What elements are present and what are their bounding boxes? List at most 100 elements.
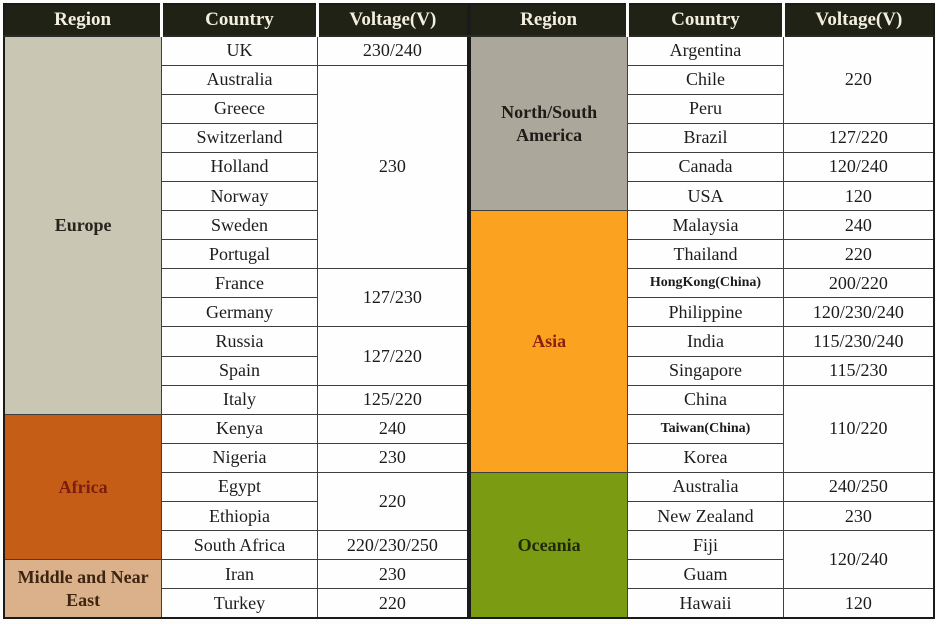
country-cell-portugal: Portugal [161, 239, 318, 270]
voltage-cell-hawaii: 120 [782, 588, 935, 619]
voltage-cell-india: 115/230/240 [782, 326, 935, 357]
country-cell-usa: USA [627, 180, 784, 212]
country-cell-spain: Spain [161, 355, 318, 386]
voltage-cell-australia: 240/250 [782, 471, 935, 503]
country-cell-brazil: Brazil [627, 122, 784, 153]
country-cell-nigeria: Nigeria [161, 442, 318, 473]
voltage-table-left: Region Country Voltage(V) Europe UK 230/240 Au… [3, 3, 469, 619]
table-row: Germany [4, 297, 468, 328]
country-cell-ethiopia: Ethiopia [161, 500, 318, 532]
table-row: Peru [470, 93, 934, 124]
voltage-cell-kenya: 240 [316, 413, 469, 444]
table-row: Taiwan(China) [470, 413, 934, 444]
region-cell-north-south-america: North/South America [469, 35, 629, 212]
country-cell-turkey: Turkey [161, 588, 318, 619]
table-row: North/South America Argentina 220 [469, 35, 935, 212]
voltage-cell-china: 110/220 [782, 384, 935, 473]
country-cell-france: France [161, 268, 318, 299]
table-row: Holland [4, 151, 468, 182]
table-row: Thailand 220 [470, 239, 935, 270]
voltage-cell-canada: 120/240 [782, 151, 935, 182]
table-row: Middle and Near East Iran 230 [3, 559, 469, 619]
column-header-voltage-v-right: Voltage(V) [781, 3, 935, 37]
table-row: India 115/230/240 [470, 326, 935, 357]
table-row: Ethiopia [4, 500, 468, 532]
column-header-voltage-v-left: Voltage(V) [315, 3, 469, 37]
country-cell-russia: Russia [161, 326, 318, 357]
table-row: Chile [470, 64, 934, 95]
country-cell-peru: Peru [627, 93, 784, 124]
voltage-cell-iran: 230 [316, 559, 469, 590]
table-row: Spain [4, 355, 468, 386]
voltage-cell-argentina: 220 [782, 35, 935, 124]
voltage-cell-france: 127/230 [316, 268, 469, 328]
country-cell-new-zealand: New Zealand [627, 500, 784, 532]
country-cell-australia: Australia [627, 471, 784, 503]
voltage-cell-turkey: 220 [316, 588, 469, 619]
voltage-cell-uk: 230/240 [316, 35, 469, 66]
table-row: Sweden [4, 210, 468, 241]
voltage-cell-malaysia: 240 [782, 210, 935, 241]
table-row: France 127/230 [4, 268, 469, 328]
table-row: Italy 125/220 [4, 384, 469, 415]
table-row: China 110/220 [470, 384, 935, 473]
table-row: South Africa 220/230/250 [4, 530, 469, 561]
country-cell-italy: Italy [161, 384, 318, 415]
country-cell-switzerland: Switzerland [161, 122, 318, 153]
table-row: Oceania Australia 240/250 [469, 471, 935, 619]
country-cell-hongkong-china: HongKong(China) [627, 268, 784, 299]
country-cell-kenya: Kenya [161, 413, 318, 444]
country-cell-singapore: Singapore [627, 355, 784, 386]
voltage-cell-thailand: 220 [782, 239, 935, 270]
voltage-cell-russia: 127/220 [316, 326, 469, 386]
country-cell-thailand: Thailand [627, 239, 784, 270]
voltage-cell-usa: 120 [782, 180, 935, 212]
column-header-region-right: Region [469, 3, 630, 37]
country-cell-guam: Guam [627, 559, 784, 590]
voltage-cell-south-africa: 220/230/250 [316, 530, 469, 561]
country-cell-china: China [627, 384, 784, 415]
table-row: Canada 120/240 [470, 151, 935, 182]
column-header-country-right: Country [626, 3, 785, 37]
voltage-table-right: Region Country Voltage(V) North/South Ameri… [469, 3, 935, 619]
country-cell-holland: Holland [161, 151, 318, 182]
country-cell-korea: Korea [627, 442, 784, 473]
country-cell-norway: Norway [161, 180, 318, 212]
country-cell-chile: Chile [627, 64, 784, 95]
voltage-cell-egypt: 220 [316, 471, 469, 532]
table-row: Guam [470, 559, 934, 590]
table-row: Egypt 220 [4, 471, 469, 532]
voltage-cell-australia: 230 [316, 64, 469, 270]
table-row: Hawaii 120 [470, 588, 935, 619]
voltage-cell-new-zealand: 230 [782, 500, 935, 532]
country-cell-fiji: Fiji [627, 530, 784, 561]
table-row: Russia 127/220 [4, 326, 469, 386]
table-row: New Zealand 230 [470, 500, 935, 532]
voltage-cell-fiji: 120/240 [782, 530, 935, 590]
table-row: Asia Malaysia 240 [469, 210, 935, 473]
country-cell-canada: Canada [627, 151, 784, 182]
voltage-cell-philippine: 120/230/240 [782, 297, 935, 328]
region-cell-africa: Africa [3, 413, 163, 561]
column-header-region-left: Region [3, 3, 164, 37]
table-row: Africa Kenya 240 [3, 413, 469, 561]
table-row: Europe UK 230/240 [3, 35, 469, 415]
country-cell-malaysia: Malaysia [627, 210, 784, 241]
region-cell-asia: Asia [469, 210, 629, 473]
table-row: USA 120 [470, 180, 935, 212]
table-row: Turkey 220 [4, 588, 469, 619]
region-cell-europe: Europe [3, 35, 163, 415]
table-row: Norway [4, 180, 468, 212]
region-cell-oceania: Oceania [469, 471, 629, 619]
voltage-cell-hongkong-china: 200/220 [782, 268, 935, 299]
voltage-cell-singapore: 115/230 [782, 355, 935, 386]
country-cell-sweden: Sweden [161, 210, 318, 241]
table-row: Switzerland [4, 122, 468, 153]
column-header-country-left: Country [160, 3, 319, 37]
table-row: Korea [470, 442, 934, 473]
country-cell-uk: UK [161, 35, 318, 66]
country-cell-iran: Iran [161, 559, 318, 590]
country-cell-germany: Germany [161, 297, 318, 328]
table-row: Portugal [4, 239, 468, 270]
